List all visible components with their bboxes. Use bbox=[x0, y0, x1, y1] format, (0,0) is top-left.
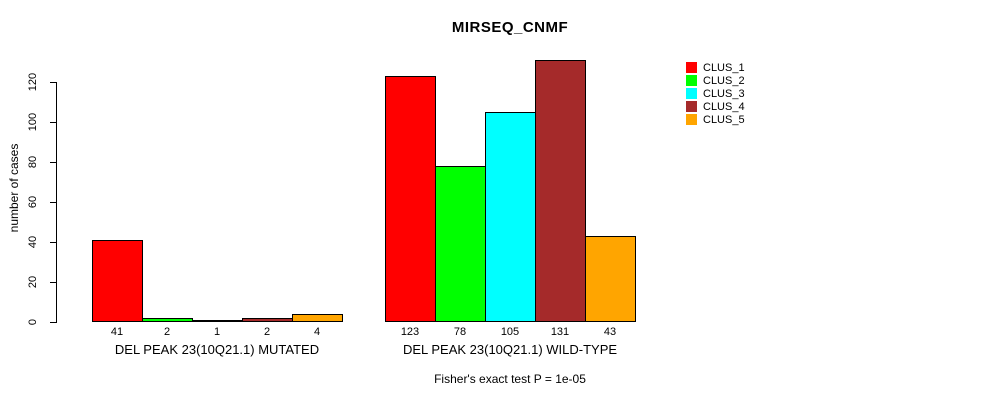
legend-label: CLUS_1 bbox=[703, 61, 745, 74]
legend-label: CLUS_4 bbox=[703, 100, 745, 113]
bar-value-label: 131 bbox=[550, 326, 570, 338]
bar-clus_4-group2 bbox=[535, 60, 586, 322]
chart-title: MIRSEQ_CNMF bbox=[451, 19, 569, 36]
legend-swatch-icon bbox=[686, 88, 697, 99]
y-tick-label: 40 bbox=[27, 235, 39, 249]
y-tick-label: 20 bbox=[27, 275, 39, 289]
bar-clus_5-group2 bbox=[585, 236, 636, 322]
y-tick-label: 120 bbox=[27, 72, 39, 92]
legend-row: CLUS_4 bbox=[686, 100, 745, 113]
legend-swatch-icon bbox=[686, 101, 697, 112]
legend-swatch-icon bbox=[686, 62, 697, 73]
group-label-1: DEL PEAK 23(10Q21.1) MUTATED bbox=[114, 342, 320, 357]
bar-value-label: 41 bbox=[110, 326, 124, 338]
legend-row: CLUS_1 bbox=[686, 61, 745, 74]
legend-label: CLUS_3 bbox=[703, 87, 745, 100]
bar-value-label: 2 bbox=[163, 326, 171, 338]
bar-value-label: 4 bbox=[313, 326, 321, 338]
y-tick-label: 80 bbox=[27, 155, 39, 169]
legend-row: CLUS_3 bbox=[686, 87, 745, 100]
bar-value-label: 123 bbox=[400, 326, 420, 338]
bar-value-label: 105 bbox=[500, 326, 520, 338]
y-tick-mark bbox=[50, 122, 57, 123]
legend-swatch-icon bbox=[686, 114, 697, 125]
legend-row: CLUS_5 bbox=[686, 113, 745, 126]
y-tick-mark bbox=[50, 202, 57, 203]
bar-value-label: 1 bbox=[213, 326, 221, 338]
y-tick-label: 0 bbox=[27, 318, 39, 326]
y-tick-mark bbox=[50, 162, 57, 163]
bar-clus_1-group2 bbox=[385, 76, 436, 322]
legend: CLUS_1 CLUS_2 CLUS_3 CLUS_4 CLUS_5 bbox=[686, 61, 745, 126]
bar-clus_2-group1 bbox=[142, 318, 193, 322]
y-axis-label: number of cases bbox=[7, 143, 21, 233]
bar-clus_4-group1 bbox=[242, 318, 293, 322]
bar-clus_1-group1 bbox=[92, 240, 143, 322]
bar-clus_3-group2 bbox=[485, 112, 536, 322]
y-tick-label: 60 bbox=[27, 195, 39, 209]
y-tick-mark bbox=[50, 322, 57, 323]
legend-swatch-icon bbox=[686, 75, 697, 86]
bar-value-label: 43 bbox=[603, 326, 617, 338]
bar-clus_5-group1 bbox=[292, 314, 343, 322]
legend-row: CLUS_2 bbox=[686, 74, 745, 87]
y-tick-mark bbox=[50, 82, 57, 83]
group-label-2: DEL PEAK 23(10Q21.1) WILD-TYPE bbox=[402, 342, 618, 357]
y-tick-label: 100 bbox=[27, 112, 39, 132]
legend-label: CLUS_2 bbox=[703, 74, 745, 87]
bar-value-label: 78 bbox=[453, 326, 467, 338]
bar-clus_2-group2 bbox=[435, 166, 486, 322]
bar-clus_3-group1 bbox=[192, 320, 243, 322]
fisher-test-annotation: Fisher's exact test P = 1e-05 bbox=[434, 372, 586, 386]
legend-label: CLUS_5 bbox=[703, 113, 745, 126]
y-tick-mark bbox=[50, 282, 57, 283]
bar-value-label: 2 bbox=[263, 326, 271, 338]
y-tick-mark bbox=[50, 242, 57, 243]
